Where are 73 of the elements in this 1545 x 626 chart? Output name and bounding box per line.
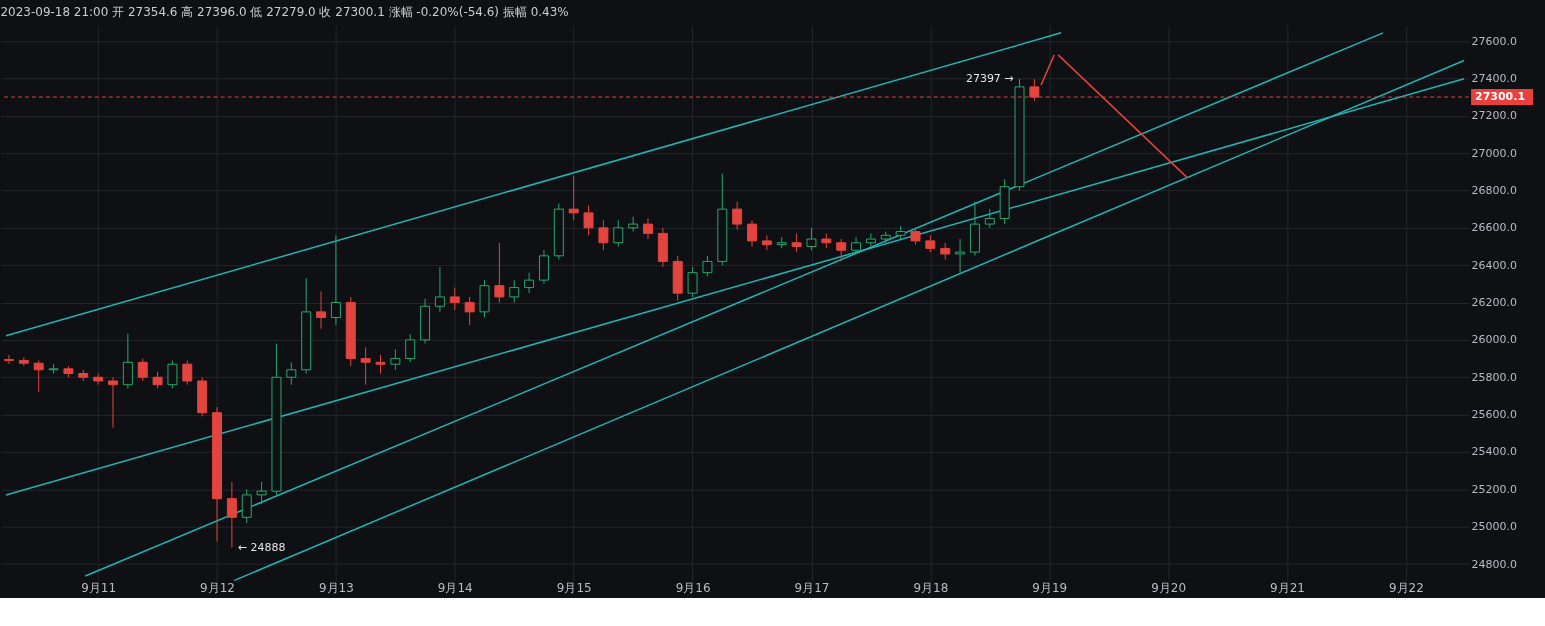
candlestick bbox=[598, 219, 609, 251]
candlestick bbox=[330, 234, 341, 326]
candlestick bbox=[286, 361, 297, 386]
candlestick bbox=[955, 238, 966, 274]
x-tick-label: 9月18 bbox=[913, 581, 949, 596]
candlestick bbox=[256, 481, 267, 505]
candlestick bbox=[375, 354, 386, 374]
candlestick bbox=[583, 204, 594, 236]
candlestick bbox=[360, 346, 371, 386]
candlestick bbox=[464, 296, 475, 326]
y-tick-label: 27600.0 bbox=[1471, 34, 1517, 48]
candlestick bbox=[494, 242, 505, 304]
y-tick-label: 25800.0 bbox=[1471, 370, 1517, 384]
candlestick bbox=[167, 359, 178, 389]
ref-line-label: 27300.1 bbox=[1475, 90, 1526, 104]
y-tick-label: 27400.0 bbox=[1471, 71, 1517, 85]
x-tick-label: 9月20 bbox=[1151, 581, 1187, 596]
y-tick-label: 25000.0 bbox=[1471, 520, 1517, 534]
annotation: ← 24888 bbox=[237, 540, 286, 554]
candlestick bbox=[226, 481, 237, 549]
y-tick-label: 26200.0 bbox=[1471, 296, 1517, 310]
y-tick-label: 26800.0 bbox=[1471, 183, 1517, 197]
candlestick bbox=[687, 266, 698, 298]
candlestick bbox=[316, 290, 327, 330]
annotation: 27397 → bbox=[965, 71, 1014, 85]
candlestick bbox=[791, 232, 802, 253]
candlestick bbox=[865, 232, 876, 247]
y-tick-label: 24800.0 bbox=[1471, 557, 1517, 571]
candlestick bbox=[33, 359, 44, 393]
candlestick bbox=[984, 208, 995, 229]
candlestick bbox=[182, 359, 193, 386]
x-tick-label: 9月21 bbox=[1270, 581, 1305, 596]
chart-title: 2023-09-18 21:00 开 27354.6 高 27396.0 低 27279.0 收 27300.1 涨幅 -0.20%(-54.6) 振幅 0.43% bbox=[0, 5, 569, 20]
candlestick bbox=[390, 348, 401, 371]
y-tick-label: 26000.0 bbox=[1471, 333, 1517, 347]
y-tick-label: 27200.0 bbox=[1471, 109, 1517, 123]
candlestick bbox=[509, 279, 520, 304]
candlestick bbox=[568, 175, 579, 221]
candlestick bbox=[241, 488, 252, 524]
x-tick-label: 9月13 bbox=[318, 581, 354, 596]
y-tick-label: 25600.0 bbox=[1471, 408, 1517, 422]
candlestick bbox=[449, 287, 460, 311]
candlestick bbox=[851, 236, 862, 255]
candlestick bbox=[3, 354, 14, 365]
x-tick-label: 9月15 bbox=[556, 581, 592, 596]
y-tick-label: 27000.0 bbox=[1471, 146, 1517, 160]
candlestick bbox=[702, 255, 713, 277]
candlestick bbox=[642, 217, 653, 240]
candlestick bbox=[405, 333, 416, 363]
y-tick-label: 26600.0 bbox=[1471, 221, 1517, 235]
candlestick bbox=[836, 238, 847, 262]
candlestick bbox=[613, 219, 624, 247]
x-tick-label: 9月19 bbox=[1032, 581, 1068, 596]
candlestick bbox=[137, 358, 148, 382]
candlestick bbox=[628, 216, 639, 233]
candlestick bbox=[108, 376, 118, 429]
candlestick bbox=[122, 333, 133, 389]
y-tick-label: 25200.0 bbox=[1471, 482, 1517, 496]
candlestick bbox=[761, 234, 772, 251]
candlestick bbox=[93, 373, 104, 386]
x-tick-label: 9月11 bbox=[81, 581, 117, 596]
candlestick bbox=[434, 266, 445, 313]
x-tick-label: 9月14 bbox=[437, 581, 473, 596]
y-tick-label: 26400.0 bbox=[1471, 258, 1517, 272]
candlestick bbox=[524, 272, 535, 294]
x-tick-label: 9月17 bbox=[794, 581, 830, 596]
candlestick bbox=[747, 219, 758, 247]
candlestick bbox=[732, 201, 743, 231]
x-tick-label: 9月12 bbox=[200, 581, 235, 596]
x-tick-label: 9月16 bbox=[675, 581, 711, 596]
candlestick bbox=[806, 227, 817, 251]
y-tick-label: 25400.0 bbox=[1471, 445, 1517, 459]
x-tick-label: 9月22 bbox=[1388, 581, 1424, 596]
